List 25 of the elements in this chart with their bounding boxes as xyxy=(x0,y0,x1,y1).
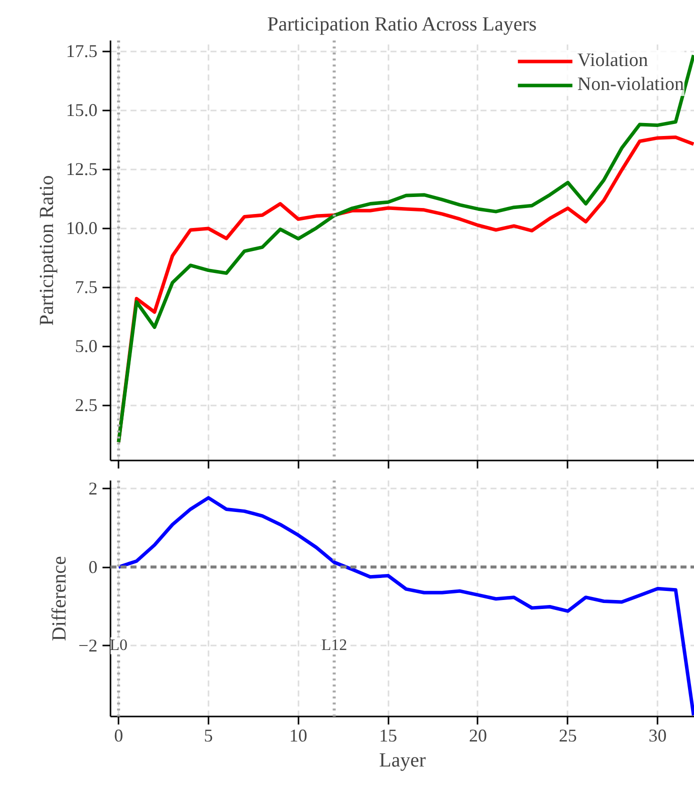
y-tick-label: 2 xyxy=(88,478,98,498)
x-tick-label: 30 xyxy=(648,726,667,746)
ref-line-label: L0 xyxy=(110,637,128,654)
legend-label: Non-violation xyxy=(577,74,684,96)
x-tick-label: 15 xyxy=(379,726,398,746)
y-tick-label: 0 xyxy=(88,557,98,578)
y-tick-label: 12.5 xyxy=(66,159,98,180)
x-tick-label: 20 xyxy=(468,726,487,746)
y-tick-label: 10.0 xyxy=(66,218,98,238)
x-tick-label: 0 xyxy=(114,726,124,746)
x-tick-label: 10 xyxy=(289,726,308,746)
y-tick-label: 7.5 xyxy=(75,277,98,298)
y-axis-title: Difference xyxy=(48,556,70,642)
x-axis-title: Layer xyxy=(379,750,426,772)
y-tick-label: 2.5 xyxy=(75,395,98,416)
ref-line-label: L12 xyxy=(321,637,348,654)
y-tick-label: 5.0 xyxy=(75,336,98,356)
y-tick-label: 15.0 xyxy=(66,100,98,120)
legend-label: Violation xyxy=(577,50,648,72)
x-tick-label: 5 xyxy=(204,726,213,746)
x-tick-label: 25 xyxy=(558,726,577,746)
chart-title: Participation Ratio Across Layers xyxy=(267,14,537,36)
y-tick-label: 17.5 xyxy=(66,41,98,62)
y-tick-label: −2 xyxy=(78,636,98,656)
y-axis-title: Participation Ratio xyxy=(36,175,58,326)
